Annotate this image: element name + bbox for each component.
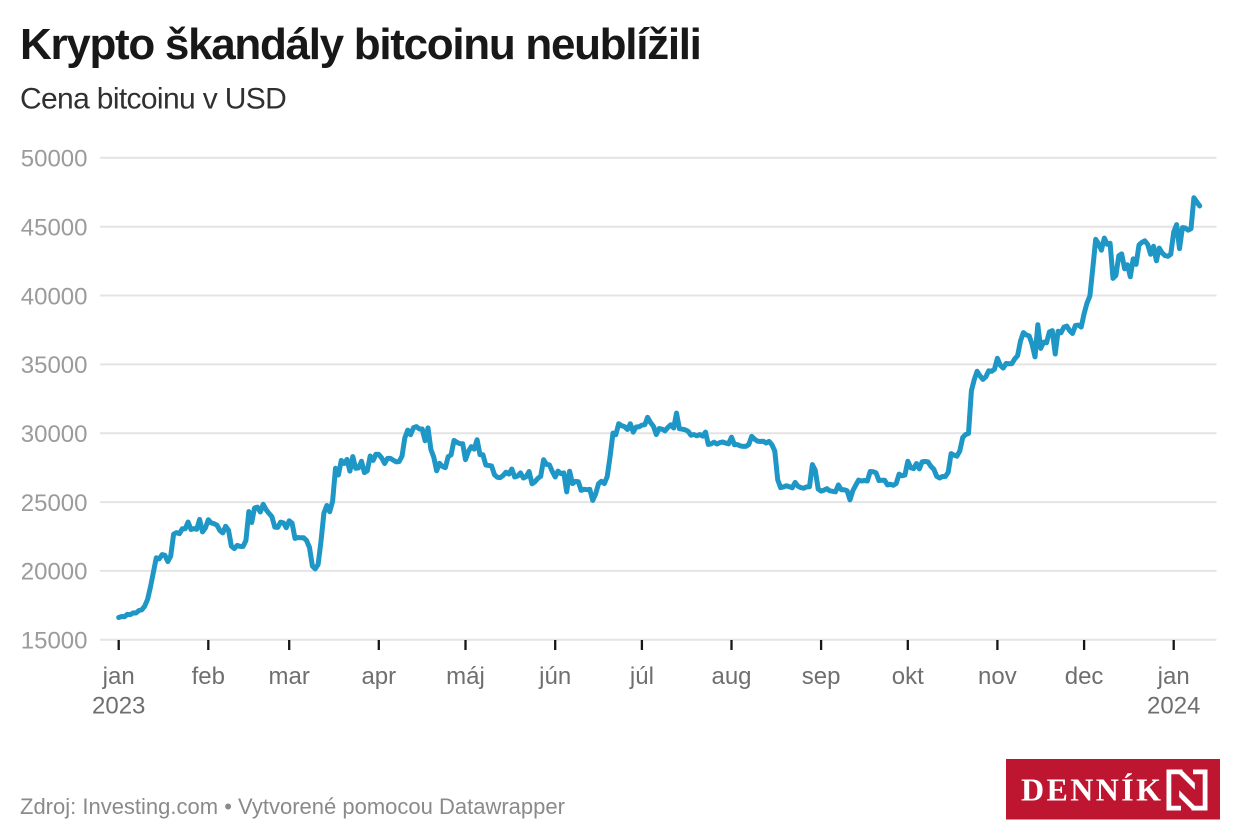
svg-text:50000: 50000 (21, 146, 88, 173)
svg-text:júl: júl (629, 663, 654, 690)
svg-text:2023: 2023 (92, 693, 145, 720)
svg-text:feb: feb (192, 663, 225, 690)
svg-text:45000: 45000 (21, 215, 88, 242)
svg-text:2024: 2024 (1147, 693, 1200, 720)
svg-text:25000: 25000 (21, 490, 88, 517)
svg-text:DENNÍK: DENNÍK (1021, 771, 1163, 807)
svg-text:jan: jan (1157, 663, 1190, 690)
svg-text:Zdroj: Investing.com • Vytvore: Zdroj: Investing.com • Vytvorené pomocou… (20, 794, 565, 819)
svg-text:mar: mar (269, 663, 310, 690)
svg-text:jún: jún (538, 663, 571, 690)
svg-text:sep: sep (802, 663, 841, 690)
svg-text:aug: aug (711, 663, 751, 690)
svg-text:Krypto škandály bitcoinu neubl: Krypto škandály bitcoinu neublížili (20, 20, 701, 69)
svg-text:Cena bitcoinu v USD: Cena bitcoinu v USD (20, 83, 286, 116)
svg-text:nov: nov (978, 663, 1017, 690)
svg-text:apr: apr (361, 663, 396, 690)
svg-text:dec: dec (1065, 663, 1104, 690)
svg-text:40000: 40000 (21, 283, 88, 310)
svg-text:35000: 35000 (21, 352, 88, 379)
svg-text:máj: máj (446, 663, 485, 690)
svg-text:okt: okt (892, 663, 924, 690)
svg-text:20000: 20000 (21, 559, 88, 586)
svg-text:jan: jan (102, 663, 135, 690)
svg-text:15000: 15000 (21, 628, 88, 655)
svg-text:30000: 30000 (21, 421, 88, 448)
